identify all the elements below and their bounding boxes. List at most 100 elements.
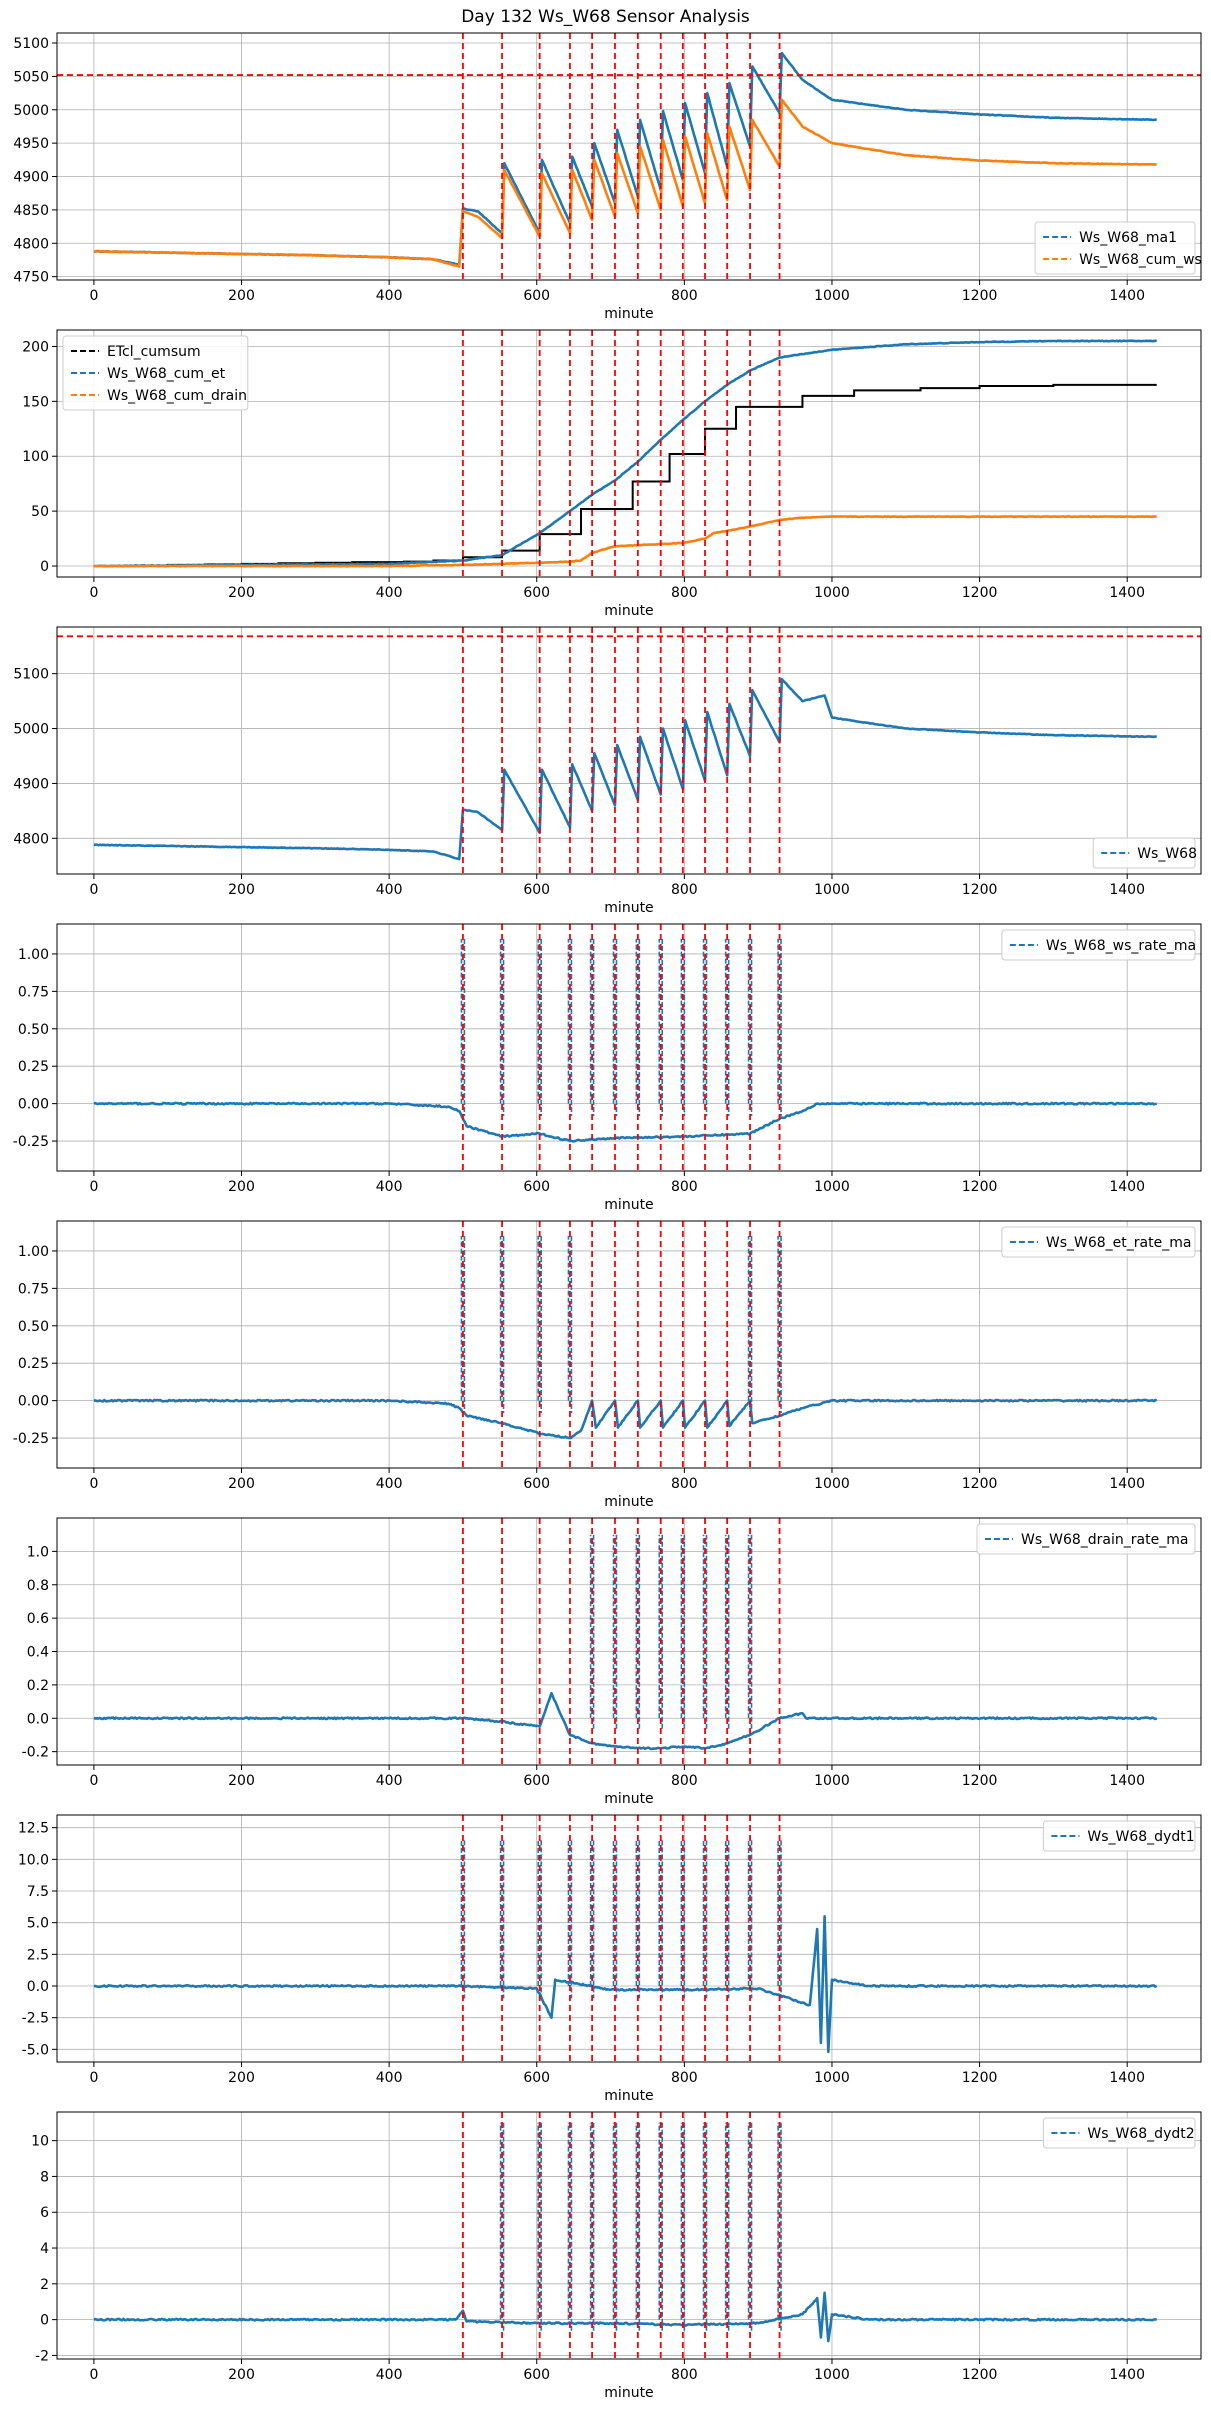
x-tick-label: 400 [376, 2070, 403, 2086]
legend: Ws_W68_drain_rate_ma [976, 1523, 1196, 1555]
x-tick-label: 200 [228, 2367, 255, 2383]
x-tick-label: 1000 [814, 882, 850, 898]
y-tick-label: 2.5 [27, 1947, 49, 1963]
plot-area [93, 924, 1158, 1171]
y-tick-label: 5000 [13, 722, 49, 738]
legend: Ws_W68_dydt2 [1042, 2117, 1196, 2149]
y-tick-label: 5000 [13, 103, 49, 119]
y-tick-label: 4800 [13, 236, 49, 252]
axes-frame [56, 32, 1202, 281]
legend-label: Ws_W68_drain_rate_ma [1021, 1532, 1188, 1548]
y-tick-label: 1.0 [27, 1544, 49, 1560]
legend: ETcl_cumsum Ws_W68_cum_et Ws_W68_cum_drain [62, 335, 249, 411]
x-tick-label: 800 [671, 1773, 698, 1789]
x-tick-label: 800 [671, 882, 698, 898]
subplot-6: 0 200 400 600 800 1000 1200 1400 -0.2 0.0 0.2 0.4 0.… [22, 1517, 1202, 1807]
x-tick-label: 800 [671, 2367, 698, 2383]
y-tick-label: 4900 [13, 776, 49, 792]
plot-area [93, 2112, 1157, 2359]
y-tick-label: 0.0 [27, 1979, 49, 1995]
legend-box [1042, 2117, 1196, 2149]
x-tick-label: 1000 [814, 2367, 850, 2383]
x-tick-label: 1200 [962, 585, 998, 601]
x-tick-label: 1400 [1109, 585, 1145, 601]
x-tick-label: 1000 [814, 1179, 850, 1195]
legend: Ws_W68_ma1 Ws_W68_cum_ws [1034, 221, 1202, 275]
legend-label: Ws_W68 [1137, 846, 1197, 862]
y-tick-label: 10.0 [18, 1852, 49, 1868]
x-tick-label: 0 [89, 1773, 98, 1789]
plot-area [93, 1815, 1158, 2062]
legend: Ws_W68_et_rate_ma [1001, 1226, 1196, 1258]
x-tick-label: 1400 [1109, 1773, 1145, 1789]
x-tick-label: 1000 [814, 2070, 850, 2086]
legend-label: Ws_W68_dydt1 [1087, 1829, 1194, 1845]
y-tick-label: -0.25 [13, 1431, 49, 1447]
x-tick-label: 400 [376, 2367, 403, 2383]
y-tick-label: 4950 [13, 136, 49, 152]
x-axis-label: minute [604, 1494, 653, 1510]
legend-label: Ws_W68_ws_rate_ma [1046, 938, 1196, 954]
subplot-8: 0 200 400 600 800 1000 1200 1400 -2 0 2 4 6 8 10 minute… [31, 2111, 1202, 2401]
axes-frame [56, 329, 1202, 578]
x-tick-label: 1200 [962, 1773, 998, 1789]
y-tick-label: -0.25 [13, 1134, 49, 1150]
x-tick-label: 600 [523, 2070, 550, 2086]
legend-label: Ws_W68_dydt2 [1087, 2126, 1194, 2142]
x-tick-label: 600 [523, 288, 550, 304]
legend-label: Ws_W68_cum_ws [1079, 252, 1202, 268]
y-tick-label: 7.5 [27, 1884, 49, 1900]
series-line-Ws_W68_drain_rate_ma [93, 1691, 1158, 1751]
y-tick-label: 5.0 [27, 1916, 49, 1932]
y-tick-label: -5.0 [22, 2042, 49, 2058]
subplot-7: 0 200 400 600 800 1000 1200 1400 -5.0 -2.5 0.0 2.5 5… [18, 1814, 1202, 2104]
legend-box [1001, 929, 1196, 961]
x-tick-label: 1200 [962, 1179, 998, 1195]
x-tick-label: 0 [89, 882, 98, 898]
x-tick-label: 800 [671, 288, 698, 304]
x-tick-label: 1000 [814, 1476, 850, 1492]
x-tick-label: 600 [523, 2367, 550, 2383]
plot-area [93, 1518, 1158, 1765]
x-axis-label: minute [604, 306, 653, 322]
x-tick-label: 400 [376, 585, 403, 601]
x-tick-label: 800 [671, 2070, 698, 2086]
x-axis-label: minute [604, 2088, 653, 2104]
subplot-4: 0 200 400 600 800 1000 1200 1400 -0.25 0.00 0.25 0.… [13, 923, 1202, 1213]
legend-box [1042, 1820, 1196, 1852]
y-tick-label: 6 [40, 2205, 49, 2221]
series-line-Ws_W68_cum_ws [93, 98, 1157, 268]
axes-frame [56, 923, 1202, 1172]
series-line-Ws_W68_dydt1 [93, 1915, 1158, 2054]
legend-label: Ws_W68_ma1 [1079, 230, 1177, 246]
y-tick-label: 1.00 [18, 1244, 49, 1260]
y-tick-label: 0.50 [18, 1319, 49, 1335]
plot-area [93, 330, 1157, 577]
x-tick-label: 1400 [1109, 2070, 1145, 2086]
series-line-Ws_W68_cum_drain [93, 515, 1157, 568]
y-tick-label: 4900 [13, 170, 49, 186]
x-tick-label: 400 [376, 1773, 403, 1789]
x-axis-label: minute [604, 1791, 653, 1807]
x-tick-label: 1000 [814, 585, 850, 601]
x-tick-label: 800 [671, 1476, 698, 1492]
x-tick-label: 200 [228, 585, 255, 601]
series-line-Ws_W68_cum_et [93, 339, 1157, 568]
x-tick-label: 1200 [962, 288, 998, 304]
series-line-Ws_W68_et_rate_ma [93, 1398, 1158, 1440]
x-tick-label: 200 [228, 1773, 255, 1789]
x-tick-label: 1400 [1109, 1476, 1145, 1492]
x-axis-label: minute [604, 900, 653, 916]
legend: Ws_W68_ws_rate_ma [1001, 929, 1196, 961]
x-tick-label: 600 [523, 882, 550, 898]
plot-area [93, 1221, 1158, 1468]
x-tick-label: 0 [89, 1476, 98, 1492]
y-tick-label: 4800 [13, 831, 49, 847]
legend-box [62, 335, 249, 411]
axes-frame [56, 1517, 1202, 1766]
x-tick-label: 0 [89, 288, 98, 304]
x-tick-label: 1200 [962, 1476, 998, 1492]
x-tick-label: 1400 [1109, 2367, 1145, 2383]
axes-frame [56, 626, 1202, 875]
